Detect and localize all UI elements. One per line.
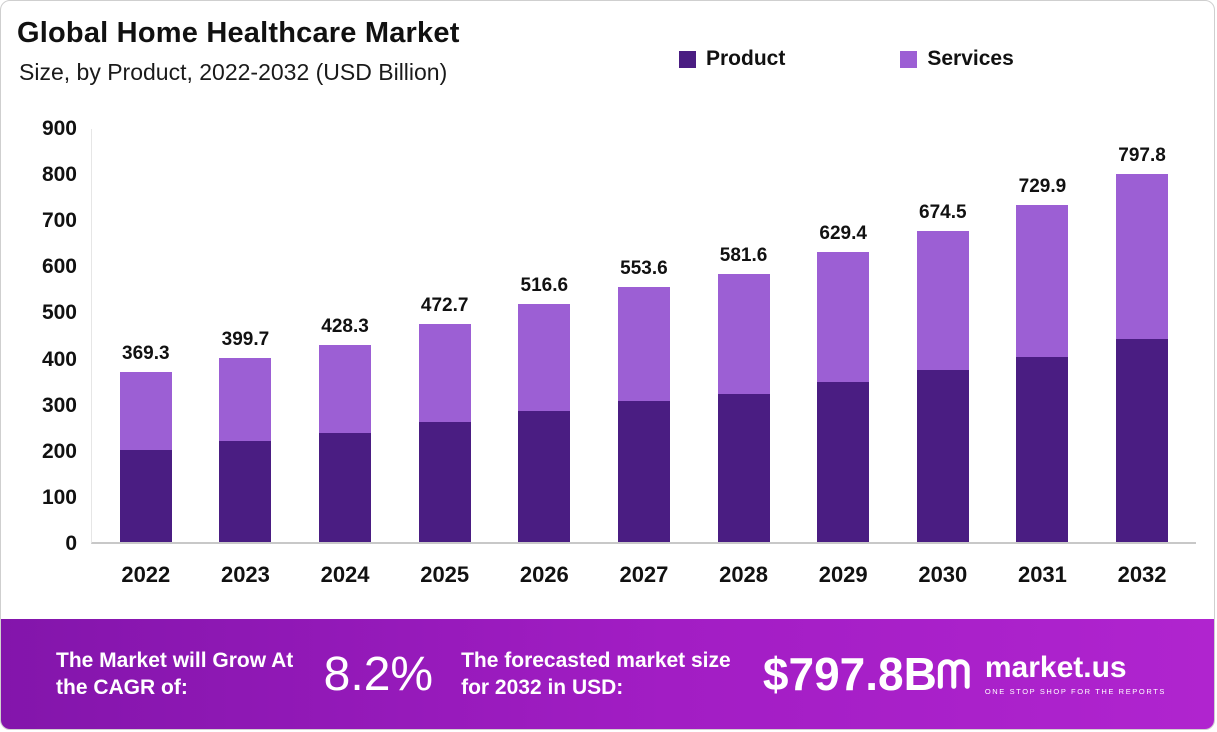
services-swatch-icon bbox=[900, 50, 918, 68]
bar-group-2023: 399.7 2023 bbox=[219, 328, 272, 587]
bar-group-2030: 674.5 2030 bbox=[916, 201, 969, 587]
services-bar-segment bbox=[418, 324, 471, 423]
legend-item-product: Product bbox=[679, 47, 785, 71]
x-axis-label: 2025 bbox=[420, 562, 470, 587]
footer-banner: The Market will Grow At the CAGR of: 8.2… bbox=[1, 619, 1214, 729]
legend-item-services: Services bbox=[900, 47, 1014, 71]
y-axis-tick-label: 0 bbox=[65, 532, 77, 555]
y-axis-tick-label: 500 bbox=[41, 301, 77, 325]
bar-total-label: 369.3 bbox=[122, 342, 170, 364]
services-bar-segment bbox=[319, 344, 372, 434]
y-axis-tick-label: 700 bbox=[41, 209, 77, 233]
x-axis-label: 2027 bbox=[619, 562, 669, 587]
x-axis-label: 2024 bbox=[320, 562, 370, 587]
x-axis-label: 2028 bbox=[719, 562, 769, 587]
y-axis-tick-label: 400 bbox=[41, 347, 77, 371]
services-bar-segment bbox=[219, 357, 272, 442]
cagr-value: 8.2% bbox=[323, 647, 434, 701]
forecast-value: $797.8B bbox=[762, 648, 937, 700]
product-bar-segment bbox=[717, 393, 770, 542]
market-us-logo-icon bbox=[937, 657, 975, 691]
bar-group-2022: 369.3 2022 bbox=[119, 342, 172, 587]
bar-group-2024: 428.3 2024 bbox=[319, 315, 372, 587]
y-axis-tick-label: 600 bbox=[41, 255, 77, 279]
plot-area: 369.3 2022 399.7 2023 428.3 2024 472.7 2025 516.… bbox=[91, 129, 1196, 587]
bar-total-label: 729.9 bbox=[1018, 176, 1067, 198]
bar-total-label: 516.6 bbox=[520, 274, 569, 296]
services-bar-segment bbox=[817, 251, 870, 382]
bar-total-label: 472.7 bbox=[420, 295, 469, 317]
product-bar-segment bbox=[617, 400, 670, 542]
bar-group-2032: 797.8 2032 bbox=[1116, 145, 1169, 587]
product-bar-segment bbox=[119, 449, 172, 542]
services-bar-segment bbox=[1016, 205, 1069, 357]
x-axis-label: 2022 bbox=[121, 562, 171, 587]
services-bar-segment bbox=[518, 303, 571, 412]
product-bar-segment bbox=[916, 369, 969, 542]
services-bar-segment bbox=[717, 273, 770, 394]
stacked-bar-chart: 0 100 200 300 400 500 600 700 800 900 369.3 2022 39… bbox=[19, 117, 1196, 587]
bar-group-2029: 629.4 2029 bbox=[817, 222, 870, 587]
bar-total-label: 797.8 bbox=[1118, 145, 1166, 167]
y-axis-tick-label: 300 bbox=[41, 393, 77, 417]
brand-name: market.us bbox=[984, 650, 1127, 684]
x-axis-label: 2023 bbox=[220, 562, 270, 587]
product-bar-segment bbox=[1116, 339, 1169, 542]
page-title: Global Home Healthcare Market bbox=[17, 17, 460, 49]
y-axis-tick-label: 900 bbox=[41, 117, 77, 140]
forecast-label: The forecasted market size for 2032 in U… bbox=[461, 648, 731, 699]
y-axis-tick-label: 200 bbox=[41, 439, 77, 463]
product-bar-segment bbox=[418, 422, 471, 542]
legend-label-product: Product bbox=[706, 47, 786, 70]
services-bar-segment bbox=[617, 286, 670, 401]
brand-logo: market.us ONE STOP SHOP FOR THE REPORTS bbox=[937, 650, 1166, 696]
bar-total-label: 629.4 bbox=[819, 222, 867, 244]
page-subtitle: Size, by Product, 2022-2032 (USD Billion… bbox=[19, 59, 448, 85]
services-bar-segment bbox=[916, 230, 969, 370]
x-axis-label: 2030 bbox=[918, 562, 968, 587]
cagr-label: The Market will Grow At the CAGR of: bbox=[56, 648, 294, 699]
product-swatch-icon bbox=[679, 50, 696, 68]
bar-group-2027: 553.6 2027 bbox=[617, 257, 670, 587]
legend: Product Services bbox=[679, 47, 1014, 71]
x-axis-label: 2032 bbox=[1117, 562, 1167, 587]
x-axis-label: 2031 bbox=[1017, 562, 1067, 587]
bar-total-label: 581.6 bbox=[719, 244, 768, 266]
bar-total-label: 553.6 bbox=[620, 257, 668, 279]
product-bar-segment bbox=[1016, 356, 1069, 542]
bar-total-label: 674.5 bbox=[919, 201, 967, 223]
services-bar-segment bbox=[1116, 174, 1169, 340]
bar-group-2028: 581.6 2028 bbox=[717, 244, 770, 587]
bar-group-2025: 472.7 2025 bbox=[418, 295, 471, 587]
product-bar-segment bbox=[817, 381, 870, 542]
y-axis-tick-label: 800 bbox=[41, 163, 77, 187]
brand-text: market.us ONE STOP SHOP FOR THE REPORTS bbox=[984, 650, 1166, 696]
bar-group-2031: 729.9 2031 bbox=[1016, 176, 1069, 587]
product-bar-segment bbox=[319, 433, 372, 542]
product-bar-segment bbox=[219, 441, 272, 542]
bar-total-label: 399.7 bbox=[221, 328, 270, 350]
bar-group-2026: 516.6 2026 bbox=[518, 274, 571, 587]
x-axis-label: 2029 bbox=[818, 562, 868, 587]
product-bar-segment bbox=[518, 411, 571, 542]
y-axis: 0 100 200 300 400 500 600 700 800 900 bbox=[19, 117, 91, 555]
bar-total-label: 428.3 bbox=[321, 315, 369, 337]
services-bar-segment bbox=[119, 371, 172, 450]
y-axis-tick-label: 100 bbox=[41, 485, 77, 509]
brand-tagline: ONE STOP SHOP FOR THE REPORTS bbox=[984, 686, 1166, 696]
legend-label-services: Services bbox=[927, 47, 1014, 70]
x-axis-label: 2026 bbox=[519, 562, 569, 587]
